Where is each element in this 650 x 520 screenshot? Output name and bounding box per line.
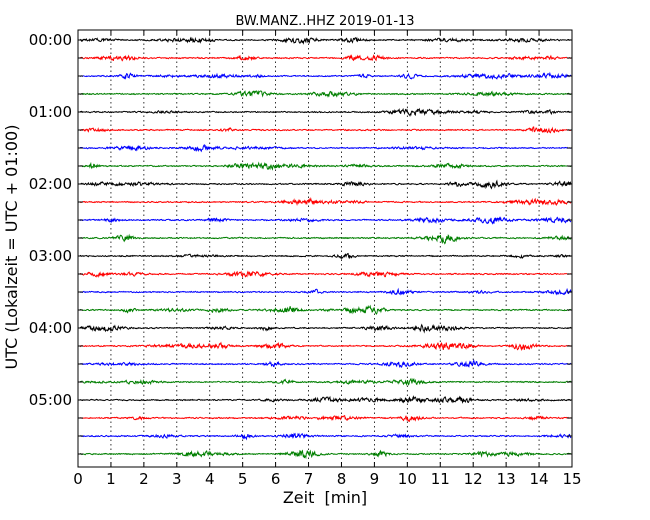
trace-21 (79, 395, 572, 404)
trace-17 (79, 323, 572, 334)
x-tick-label: 8 (337, 470, 347, 488)
x-tick-label: 3 (172, 470, 182, 488)
chart-title: BW.MANZ..HHZ 2019-01-13 (235, 14, 414, 29)
y-axis-label: UTC (Lokalzeit = UTC + 01:00) (2, 125, 21, 370)
trace-02 (79, 54, 572, 62)
trace-09 (79, 179, 572, 190)
trace-24 (79, 449, 572, 460)
x-tick-label: 9 (370, 470, 380, 488)
x-tick-label: 14 (530, 470, 549, 488)
y-tick-label: 02:00 (29, 175, 72, 193)
x-tick-label: 11 (431, 470, 450, 488)
trace-01 (79, 36, 572, 45)
x-tick-label: 15 (562, 470, 581, 488)
trace-14 (79, 270, 572, 279)
y-tick-label: 00:00 (29, 31, 72, 49)
trace-11 (79, 216, 572, 225)
plot-frame (77, 29, 573, 468)
trace-23 (79, 432, 572, 441)
trace-15 (79, 287, 572, 296)
x-tick-label: 13 (497, 470, 516, 488)
y-axis-ticks: 00:00 01:00 02:00 03:00 04:00 05:00 (29, 31, 572, 455)
trace-06 (79, 126, 572, 134)
y-tick-label: 05:00 (29, 391, 72, 409)
trace-20 (79, 377, 572, 386)
trace-18 (79, 341, 572, 352)
x-tick-label: 0 (73, 470, 83, 488)
x-tick-label: 2 (139, 470, 149, 488)
trace-07 (79, 143, 572, 153)
trace-19 (79, 359, 572, 369)
trace-08 (79, 161, 572, 171)
x-tick-label: 5 (238, 470, 248, 488)
trace-16 (79, 304, 572, 315)
x-tick-label: 1 (106, 470, 116, 488)
y-tick-label: 04:00 (29, 319, 72, 337)
trace-12 (79, 233, 572, 245)
x-axis-ticks: 0 1 2 3 4 5 6 7 8 9 10 11 12 13 14 15 (73, 30, 582, 488)
trace-03 (79, 71, 572, 80)
x-tick-label: 4 (205, 470, 215, 488)
trace-05 (79, 107, 572, 117)
x-tick-label: 7 (304, 470, 314, 488)
x-tick-label: 12 (464, 470, 483, 488)
x-tick-label: 10 (398, 470, 417, 488)
y-tick-label: 03:00 (29, 247, 72, 265)
trace-22 (79, 415, 572, 422)
seismogram-traces (79, 36, 572, 460)
trace-10 (79, 197, 572, 207)
y-tick-label: 01:00 (29, 103, 72, 121)
x-axis-label: Zeit [min] (283, 488, 367, 507)
vertical-gridlines (110, 30, 540, 467)
x-tick-label: 6 (271, 470, 281, 488)
trace-13 (79, 252, 572, 260)
trace-04 (79, 89, 572, 98)
